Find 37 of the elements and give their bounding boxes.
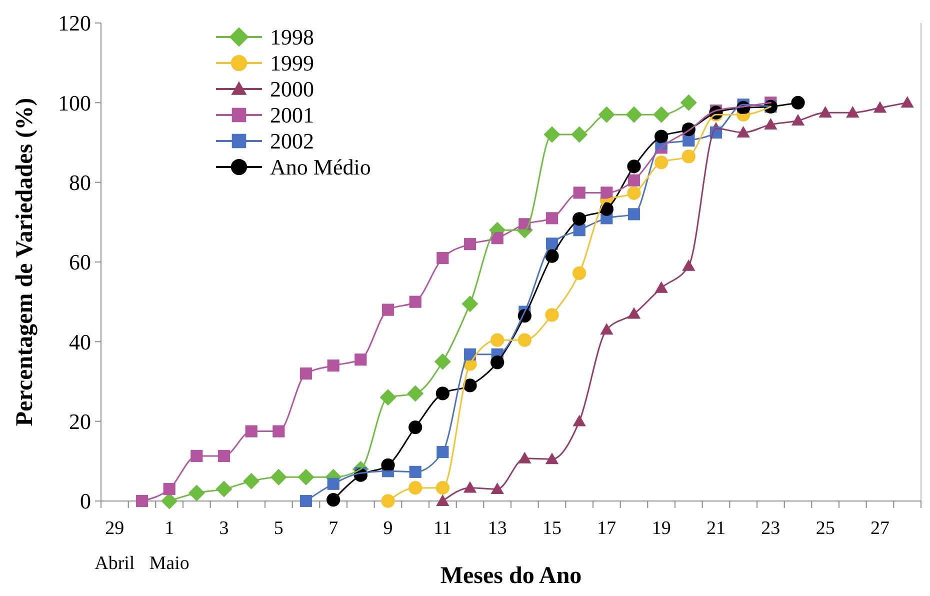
y-tick-label: 20	[69, 409, 91, 434]
x-tick-label: 3	[219, 518, 229, 539]
legend-label: 2001	[270, 102, 314, 128]
legend-label: 1998	[270, 24, 314, 50]
y-tick-label: 100	[58, 90, 91, 116]
x-tick-label: 11	[434, 518, 452, 539]
y-tick-label: 40	[69, 329, 91, 354]
point	[326, 492, 340, 507]
x-axis-title: Meses do Ano	[440, 563, 582, 589]
x-tick-label: 5	[274, 518, 284, 539]
x-tick-label: 27	[870, 518, 890, 539]
x-tick-label: 23	[761, 518, 780, 539]
x-tick-label: 19	[652, 518, 671, 539]
x-tick-label: 1 Maio	[149, 518, 190, 574]
y-axis-title: Percentagem de Variedades (%)	[12, 98, 38, 426]
x-tick-label: 9	[383, 518, 393, 539]
legend-label: 1999	[270, 50, 314, 76]
point	[791, 96, 805, 110]
legend-label: 2002	[270, 128, 314, 154]
legend-label: Ano Médio	[270, 154, 371, 180]
x-tick-label: 15	[542, 518, 562, 539]
y-tick-label: 80	[69, 170, 91, 196]
point	[436, 494, 450, 506]
x-tick-label: 13	[488, 518, 507, 539]
legend-label: 2000	[270, 76, 314, 102]
point	[680, 94, 697, 111]
y-tick-label: 60	[69, 250, 91, 275]
x-tick-label: 21	[706, 518, 726, 539]
point	[381, 494, 395, 508]
y-tick-label: 120	[58, 10, 91, 36]
x-tick-label: 25	[816, 518, 835, 539]
y-tick-label: 0	[80, 488, 91, 514]
point	[136, 494, 148, 508]
x-tick-label: 17	[597, 518, 616, 539]
x-tick-label: 7	[328, 518, 338, 539]
point	[300, 494, 312, 508]
x-tick-label: 29 Abril	[94, 518, 135, 574]
